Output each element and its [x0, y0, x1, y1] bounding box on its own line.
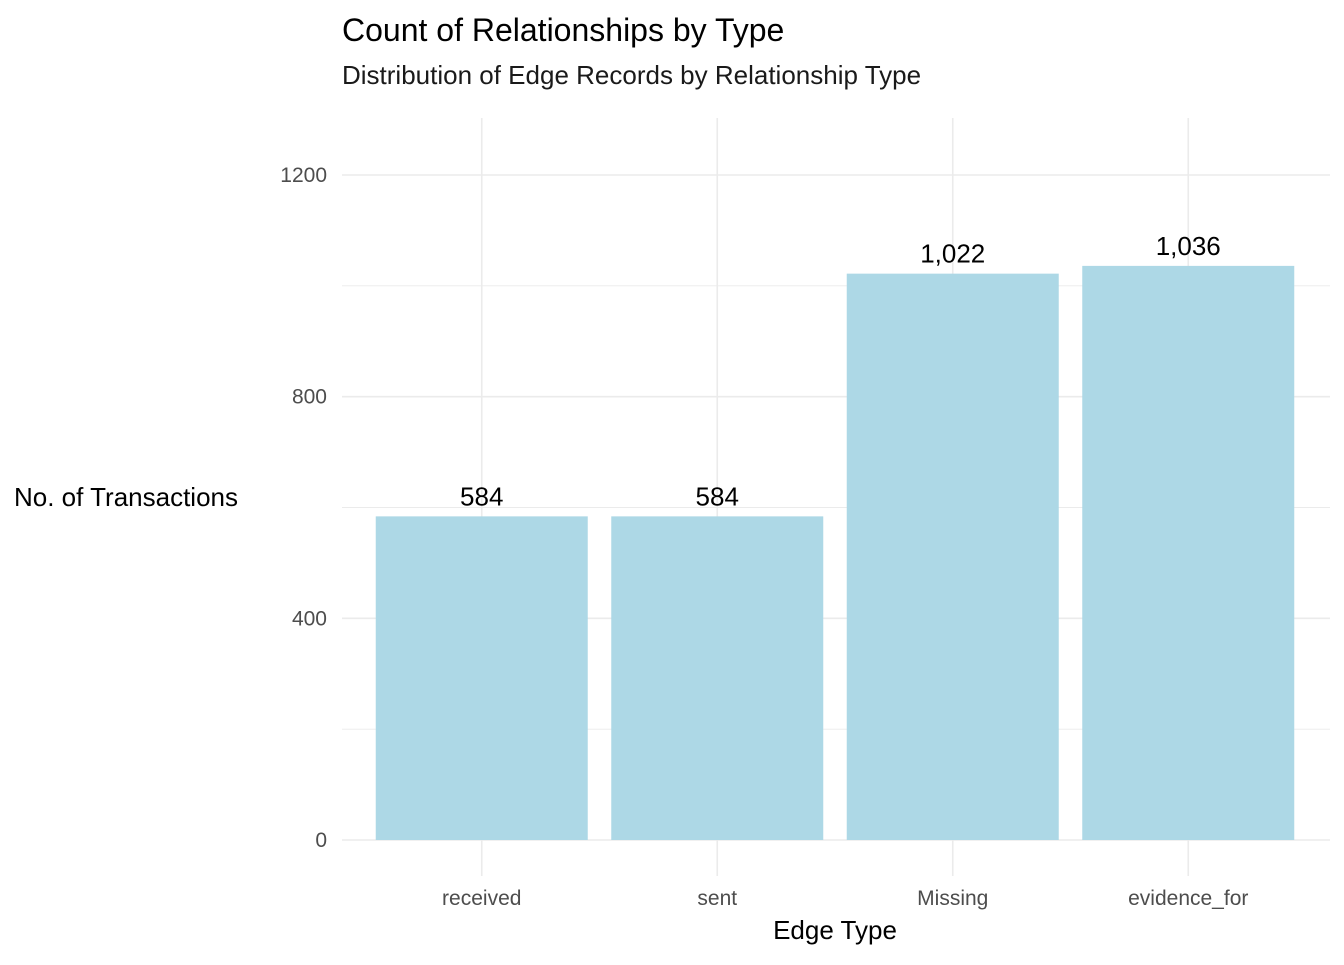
x-tick-label: sent [697, 887, 737, 910]
bar-missing [846, 273, 1059, 840]
bar-value-label: 584 [696, 481, 739, 511]
x-tick-label: evidence_for [1128, 887, 1248, 910]
bar-value-label: 1,036 [1156, 231, 1221, 261]
x-axis-title: Edge Type [773, 915, 897, 945]
x-tick-label: Missing [917, 887, 988, 910]
y-axis-title: No. of Transactions [14, 482, 238, 512]
data-labels: 584 584 1,022 1,036 [460, 231, 1221, 511]
x-tick-label: received [442, 887, 521, 910]
bar-evidence-for [1082, 265, 1295, 841]
bar-sent [611, 516, 824, 840]
chart-subtitle: Distribution of Edge Records by Relation… [342, 60, 921, 90]
y-tick-label: 800 [292, 386, 327, 409]
bars [375, 265, 1295, 841]
y-tick-label: 1200 [280, 164, 327, 187]
bar-value-label: 1,022 [920, 239, 985, 269]
bar-value-label: 584 [460, 481, 503, 511]
y-axis-ticks: 0 400 800 1200 [280, 164, 327, 852]
chart-title: Count of Relationships by Type [342, 12, 784, 48]
x-axis-ticks: received sent Missing evidence_for [442, 887, 1248, 910]
bar-received [375, 516, 588, 840]
y-tick-label: 0 [315, 829, 327, 852]
y-tick-label: 400 [292, 607, 327, 630]
